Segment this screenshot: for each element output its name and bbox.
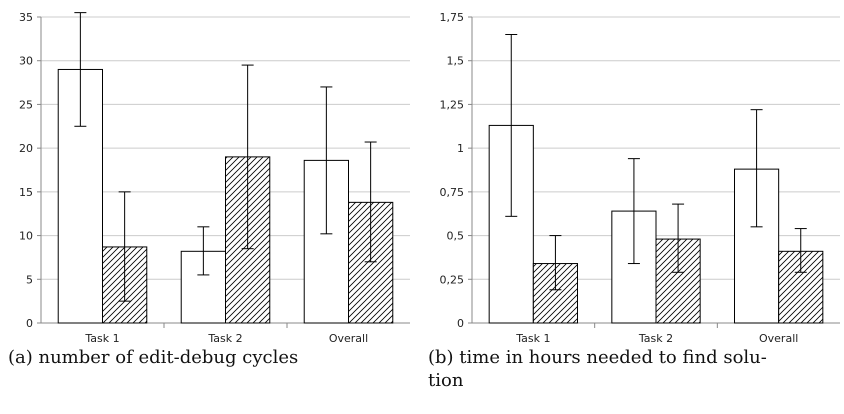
y-tick-label: 1,75 [440, 11, 465, 24]
y-tick-label: 1 [457, 142, 464, 155]
y-tick-label: 5 [26, 273, 33, 286]
chart-panel-b: 0 0,25 0,5 0,75 1 1,25 1,5 1,75 Task 1 Task 2 Over… [422, 0, 844, 414]
y-tick-label: 30 [19, 55, 33, 68]
y-tick-label: 0,75 [440, 186, 465, 199]
y-tick-label: 0 [26, 317, 33, 330]
y-tick-label: 25 [19, 98, 33, 111]
y-tick-label: 1,25 [440, 98, 465, 111]
caption-b-text: (b) time in hours needed to find solu- t… [428, 347, 767, 391]
x-tick-label: Overall [329, 332, 368, 345]
x-tick-label: Overall [759, 332, 798, 345]
caption-a: (a) number of edit-debug cycles [8, 347, 299, 368]
caption-b: (b) time in hours needed to find solu- t… [428, 346, 842, 392]
y-tick-label: 35 [19, 11, 33, 24]
x-tick-label: Task 1 [84, 332, 119, 345]
y-tick-label: 0,5 [447, 230, 465, 243]
x-tick-label: Task 2 [207, 332, 242, 345]
y-tick-label: 20 [19, 142, 33, 155]
y-tick-label: 0,25 [440, 273, 465, 286]
y-tick-label: 10 [19, 230, 33, 243]
chart-panel-a: 0 5 10 15 20 25 30 35 Task 1 Task 2 Overall (a) nu… [0, 0, 420, 414]
y-tick-label: 0 [457, 317, 464, 330]
chart-b: 0 0,25 0,5 0,75 1 1,25 1,5 1,75 Task 1 Task 2 Over… [440, 11, 840, 345]
y-tick-label: 15 [19, 186, 33, 199]
x-tick-label: Task 1 [515, 332, 550, 345]
y-tick-label: 1,5 [447, 55, 465, 68]
x-tick-label: Task 2 [638, 332, 673, 345]
chart-a: 0 5 10 15 20 25 30 35 Task 1 Task 2 Overall [19, 11, 410, 345]
